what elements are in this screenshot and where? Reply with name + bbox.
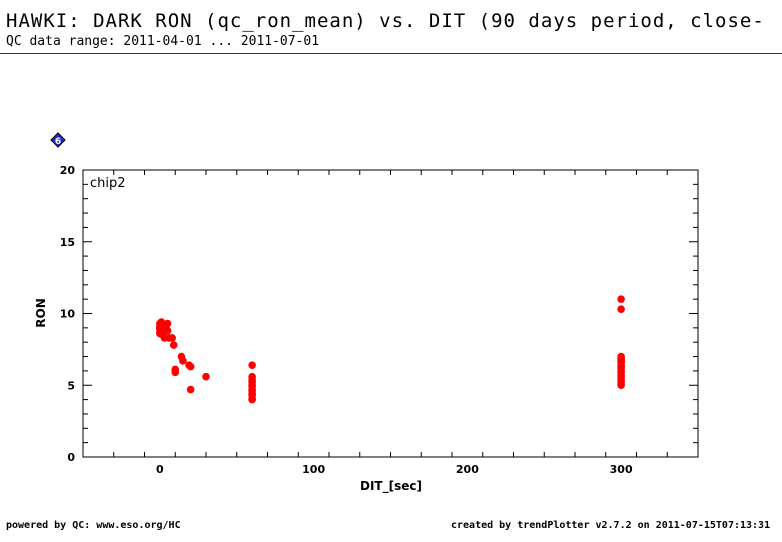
x-tick-label: 100	[302, 463, 325, 476]
data-points	[156, 295, 625, 404]
tick-labels: 0 100 200 300 0 5 10 15 20	[60, 164, 633, 476]
badge-label: 6	[55, 137, 61, 147]
data-point	[617, 381, 625, 390]
footer-created-by: created by trendPlotter v2.7.2 on 2011-0…	[451, 520, 771, 531]
data-point	[163, 319, 172, 328]
chart-subtitle: QC data range: 2011-04-01 ... 2011-07-01	[6, 34, 320, 49]
scatter-chart: 6 chip2 0 100 200 300 0 5 10 15 20 DIT_[sec] RON	[34, 132, 699, 494]
y-tick-label: 20	[60, 164, 76, 177]
diamond-badge-icon	[50, 132, 66, 148]
x-tick-label: 0	[156, 463, 164, 476]
data-point	[186, 385, 195, 394]
footer-powered-by: powered by QC: www.eso.org/HC	[6, 520, 181, 531]
data-point	[248, 361, 256, 369]
data-point	[202, 372, 210, 381]
data-point	[171, 368, 180, 377]
plot-frame	[82, 169, 699, 458]
header-divider	[0, 53, 782, 54]
data-point	[163, 326, 172, 335]
y-tick-label: 15	[60, 236, 75, 249]
chart-title: HAWKI: DARK RON (qc_ron_mean) vs. DIT (9…	[6, 10, 765, 32]
y-tick-label: 0	[67, 451, 75, 464]
x-axis-label: DIT_[sec]	[360, 479, 422, 494]
data-point	[169, 341, 178, 349]
data-point	[248, 395, 256, 404]
x-tick-label: 300	[610, 463, 633, 476]
y-tick-label: 5	[67, 379, 75, 392]
data-point	[617, 295, 625, 303]
data-point	[617, 305, 625, 313]
axis-ticks	[82, 169, 699, 458]
panel-badge: 6	[50, 132, 66, 148]
panel-label: chip2	[90, 176, 126, 191]
y-axis-label: RON	[34, 298, 48, 327]
data-point	[168, 334, 176, 342]
data-point	[179, 357, 187, 365]
y-tick-label: 10	[60, 308, 76, 321]
x-tick-label: 200	[456, 463, 479, 476]
data-point	[186, 362, 195, 371]
